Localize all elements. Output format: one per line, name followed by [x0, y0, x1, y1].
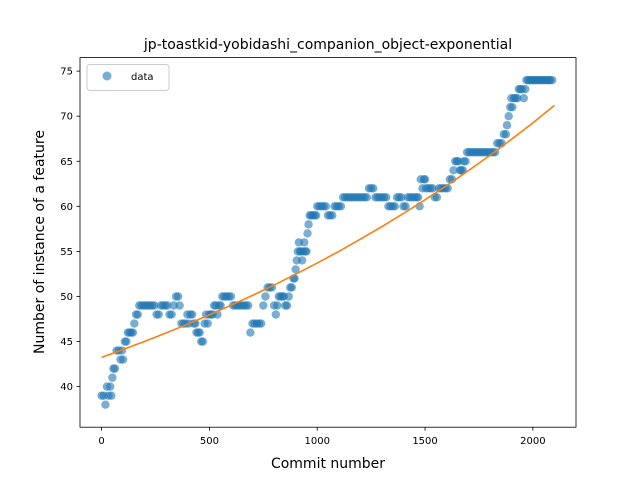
data-point — [273, 301, 282, 310]
y-tick-label: 65 — [60, 157, 73, 168]
legend-box — [86, 64, 170, 91]
data-point — [246, 328, 255, 337]
x-axis: 0 500 1000 1500 2000 — [98, 427, 546, 447]
data-point — [302, 247, 311, 256]
data-point — [187, 310, 197, 319]
data-point — [284, 292, 293, 301]
data-point — [154, 310, 163, 319]
data-point — [169, 301, 179, 310]
data-point — [216, 301, 225, 310]
data-point — [291, 265, 300, 274]
data-point — [519, 93, 529, 103]
data-point — [501, 130, 511, 139]
data-point — [259, 301, 268, 310]
data-point — [133, 310, 142, 319]
y-tick-label: 55 — [60, 247, 73, 258]
data-point — [369, 184, 378, 193]
x-tick-label: 2000 — [520, 436, 545, 447]
legend-label-data: data — [131, 72, 154, 83]
data-point — [108, 373, 117, 382]
y-tick-label: 70 — [60, 112, 73, 123]
x-tick-label: 500 — [200, 436, 219, 447]
data-point — [390, 202, 400, 211]
data-point — [256, 319, 266, 328]
x-tick-label: 0 — [98, 436, 104, 447]
data-point — [198, 337, 208, 346]
fit-line — [101, 104, 555, 359]
data-point — [101, 400, 110, 409]
data-point — [271, 310, 281, 319]
data-point — [118, 355, 128, 364]
data-point — [362, 193, 372, 202]
data-point — [461, 157, 470, 166]
data-point — [282, 301, 292, 310]
y-tick-label: 45 — [60, 337, 73, 348]
data-point — [150, 301, 159, 310]
data-point — [508, 102, 517, 112]
data-point — [107, 391, 116, 400]
data-point — [336, 202, 346, 211]
data-point — [163, 301, 172, 310]
data-point — [321, 202, 331, 211]
data-point — [122, 337, 131, 346]
data-point — [167, 310, 176, 319]
data-point — [175, 301, 184, 310]
data-point — [130, 319, 139, 328]
x-tick-label: 1500 — [412, 436, 437, 447]
y-tick-label: 50 — [60, 292, 73, 303]
data-point — [261, 292, 270, 301]
data-point — [397, 193, 406, 202]
data-point — [303, 229, 312, 238]
data-point — [110, 364, 120, 373]
data-point — [128, 328, 138, 337]
data-point — [428, 184, 437, 193]
plot-area — [97, 75, 557, 409]
data-point — [244, 301, 253, 310]
data-point — [513, 93, 522, 103]
data-point — [502, 121, 512, 130]
data-point — [226, 292, 236, 301]
chart-title: jp-toastkid-yobidashi_companion_object-e… — [143, 37, 512, 53]
y-tick-label: 75 — [60, 67, 73, 78]
data-point — [203, 319, 212, 328]
data-point — [328, 211, 337, 220]
data-point — [401, 202, 410, 211]
y-tick-label: 40 — [60, 382, 73, 393]
data-point — [304, 220, 313, 229]
legend: data — [86, 64, 170, 91]
x-axis-label: Commit number — [271, 456, 385, 472]
data-point — [521, 84, 530, 94]
data-point — [413, 193, 423, 202]
y-axis: 40 45 50 55 60 65 70 75 — [60, 67, 80, 393]
data-point — [287, 283, 296, 292]
data-point — [297, 256, 307, 265]
data-point — [300, 238, 309, 247]
data-point — [173, 292, 183, 301]
data-point — [195, 328, 204, 337]
data-point — [548, 75, 557, 85]
y-axis-label: Number of instance of a feature — [32, 130, 48, 354]
data-point — [432, 193, 442, 202]
data-point — [449, 166, 458, 175]
data-point — [382, 193, 391, 202]
legend-marker-data — [102, 71, 112, 81]
data-point — [311, 211, 321, 220]
data-point — [420, 175, 430, 184]
data-point — [105, 382, 115, 391]
x-tick-label: 1000 — [304, 436, 329, 447]
axes-frame — [79, 57, 577, 428]
y-tick-label: 60 — [60, 202, 73, 213]
data-point — [504, 112, 513, 121]
